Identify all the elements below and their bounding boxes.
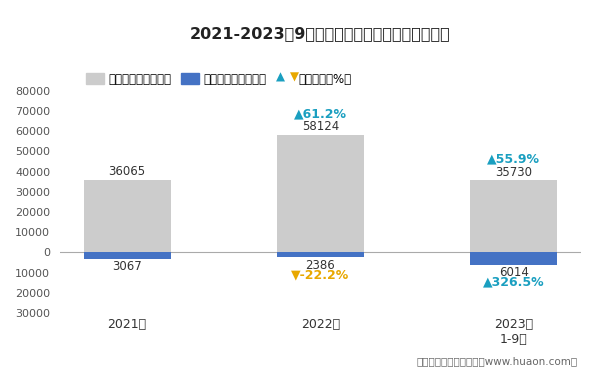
Text: ▼-22.2%: ▼-22.2% <box>291 268 349 281</box>
Bar <box>277 253 364 257</box>
Bar <box>277 135 364 253</box>
Text: ▲55.9%: ▲55.9% <box>488 152 541 165</box>
Bar <box>470 253 557 264</box>
Bar <box>470 180 557 253</box>
Legend: 出口总额（万美元）, 进口总额（万美元）, 同比增速（%）: 出口总额（万美元）, 进口总额（万美元）, 同比增速（%） <box>82 68 356 90</box>
Text: 2386: 2386 <box>306 259 336 272</box>
Bar <box>83 180 170 253</box>
Text: 制图：华经产业研究院（www.huaon.com）: 制图：华经产业研究院（www.huaon.com） <box>417 356 578 366</box>
Text: ▲61.2%: ▲61.2% <box>294 107 347 120</box>
Bar <box>83 253 170 259</box>
Text: 6014: 6014 <box>499 266 529 279</box>
Text: 35730: 35730 <box>495 166 532 179</box>
Title: 2021-2023年9月青岛即墨综合保税区进、出口额: 2021-2023年9月青岛即墨综合保税区进、出口额 <box>190 26 451 41</box>
Text: 36065: 36065 <box>108 165 145 178</box>
Text: 58124: 58124 <box>302 121 339 134</box>
Text: 3067: 3067 <box>112 260 142 273</box>
Text: ▲326.5%: ▲326.5% <box>483 276 545 289</box>
